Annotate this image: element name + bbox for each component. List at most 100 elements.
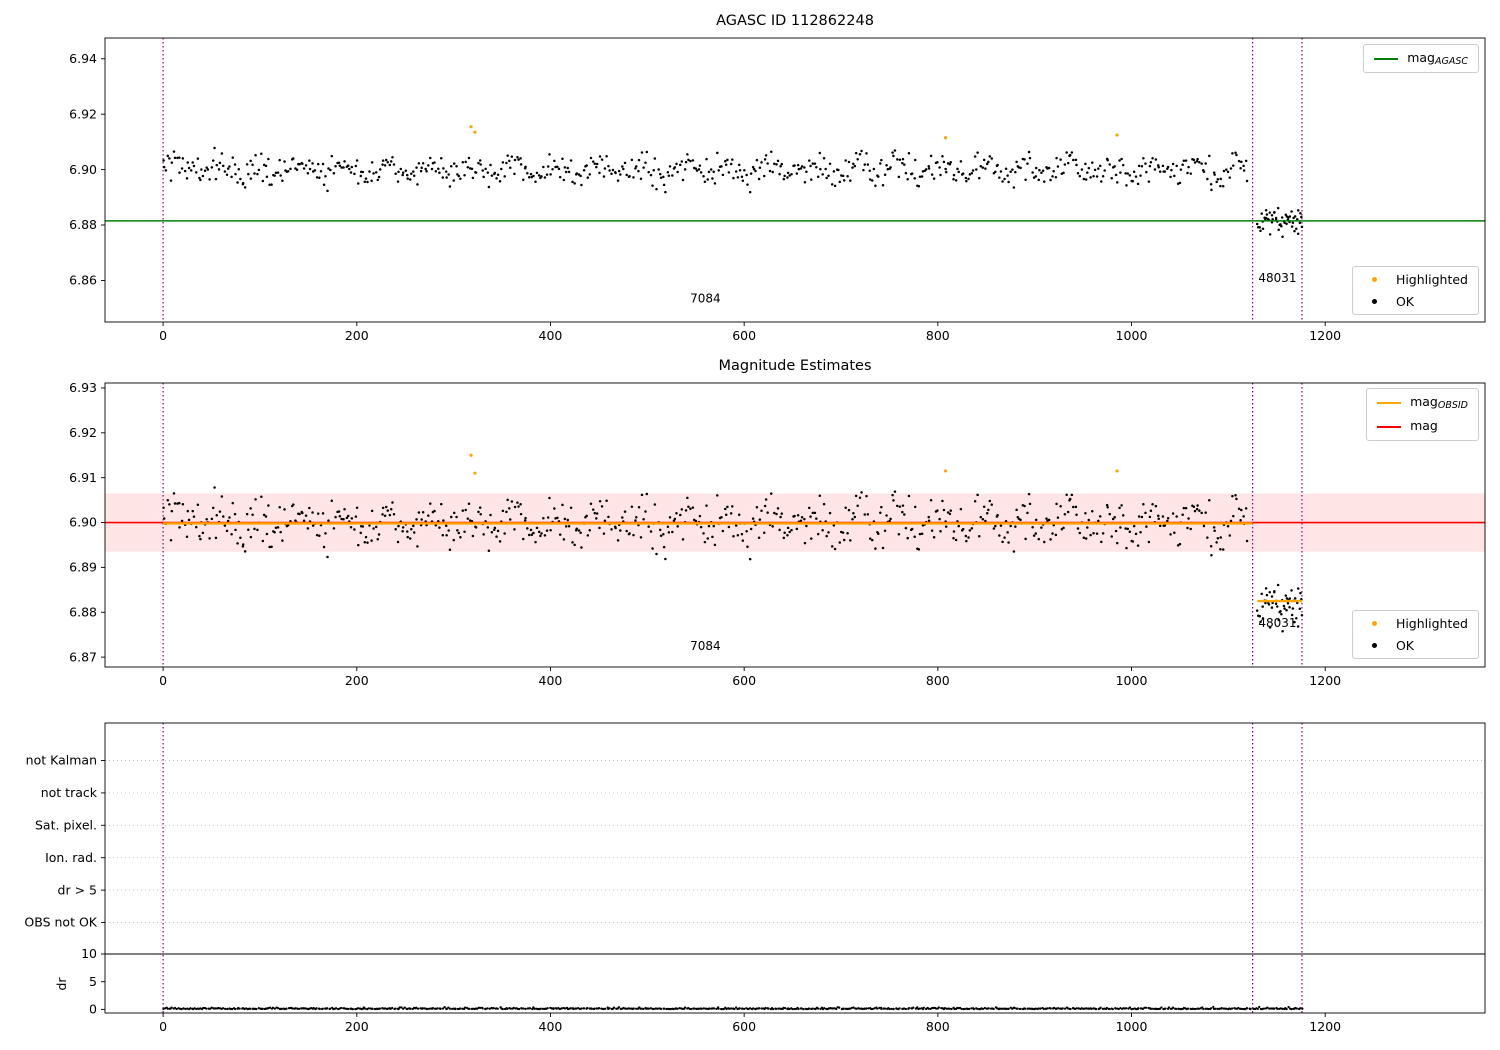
ok-point bbox=[810, 178, 813, 181]
ok-point bbox=[952, 530, 956, 533]
dr-point bbox=[867, 1007, 870, 1010]
dr-point bbox=[996, 1007, 999, 1010]
ok-point bbox=[301, 162, 304, 165]
ok-point bbox=[348, 167, 351, 171]
ok-point bbox=[729, 162, 733, 166]
ok-point bbox=[1128, 174, 1132, 177]
ok-point bbox=[634, 519, 637, 522]
ok-point bbox=[377, 533, 381, 536]
axes-frame bbox=[104, 37, 1486, 323]
ok-point bbox=[723, 507, 727, 511]
dr-point bbox=[981, 1007, 985, 1010]
ok-point bbox=[1149, 161, 1153, 164]
ok-point bbox=[1237, 159, 1241, 163]
dr-point bbox=[1039, 1007, 1042, 1010]
ok-point bbox=[456, 529, 459, 532]
ok-point bbox=[645, 492, 649, 496]
ok-point bbox=[1187, 165, 1190, 169]
ok-point bbox=[226, 167, 230, 170]
dr-point bbox=[221, 1007, 225, 1010]
ok-point bbox=[394, 172, 397, 176]
ok-point bbox=[1131, 540, 1135, 543]
ok-point bbox=[1221, 185, 1225, 188]
ok-point bbox=[910, 527, 914, 531]
ok-point bbox=[181, 157, 185, 160]
ok-point bbox=[1293, 229, 1296, 233]
ok-point bbox=[1031, 525, 1034, 529]
ok-point bbox=[1279, 610, 1282, 613]
ok-point bbox=[1134, 532, 1138, 536]
ok-point bbox=[616, 539, 620, 542]
ok-point bbox=[1285, 222, 1288, 226]
ok-point bbox=[930, 173, 934, 176]
ok-point bbox=[378, 168, 382, 171]
ok-point bbox=[1001, 540, 1004, 544]
ok-point bbox=[762, 174, 766, 178]
dr-point bbox=[890, 1007, 893, 1011]
y-tick-label: 6.86 bbox=[69, 273, 97, 288]
ok-point bbox=[342, 166, 345, 169]
ok-label: OK bbox=[1395, 294, 1414, 309]
ok-point bbox=[1031, 171, 1034, 174]
dr-point bbox=[950, 1007, 953, 1011]
ok-point bbox=[913, 535, 916, 539]
highlighted-point bbox=[943, 469, 948, 473]
ok-point bbox=[868, 169, 871, 172]
ok-point bbox=[653, 503, 657, 506]
highlighted-points bbox=[469, 453, 1119, 475]
ok-point bbox=[1153, 168, 1157, 171]
dr-tick-label: 5 bbox=[89, 974, 97, 989]
ok-point bbox=[419, 169, 423, 173]
ok-point bbox=[545, 173, 549, 176]
ok-point bbox=[901, 510, 904, 514]
ok-point bbox=[1228, 534, 1232, 537]
ok-point bbox=[308, 159, 311, 162]
ok-point bbox=[200, 168, 203, 171]
ok-point bbox=[1139, 530, 1142, 534]
dr-point bbox=[904, 1007, 908, 1011]
ok-point bbox=[226, 519, 230, 523]
ok-point bbox=[241, 543, 245, 546]
dr-point bbox=[850, 1006, 853, 1010]
ok-point bbox=[185, 177, 189, 180]
ok-point bbox=[1080, 168, 1084, 171]
ok-point bbox=[183, 169, 187, 173]
ok-point bbox=[815, 165, 818, 169]
dr-point bbox=[189, 1007, 192, 1010]
ok-point bbox=[998, 176, 1001, 179]
ok-point bbox=[452, 179, 456, 182]
ok-point bbox=[474, 171, 478, 174]
dr-point bbox=[1287, 1005, 1290, 1009]
dr-point bbox=[1214, 1007, 1217, 1010]
ok-point bbox=[920, 175, 924, 178]
ok-point bbox=[1078, 531, 1082, 535]
ok-point bbox=[556, 165, 559, 169]
ok-point bbox=[938, 166, 941, 169]
ok-point bbox=[1027, 150, 1031, 154]
ok-point bbox=[1034, 518, 1038, 522]
ok-point bbox=[273, 174, 276, 177]
ok-point bbox=[779, 515, 782, 519]
ok-point bbox=[1132, 524, 1136, 528]
ok-point bbox=[954, 538, 958, 542]
ok-point bbox=[644, 161, 647, 165]
ok-point bbox=[350, 517, 354, 520]
ok-point bbox=[370, 509, 374, 513]
ok-point bbox=[247, 528, 250, 532]
ok-point bbox=[1015, 160, 1018, 164]
ok-point bbox=[257, 168, 261, 172]
ok-point bbox=[1215, 541, 1218, 544]
ok-point bbox=[1265, 593, 1269, 597]
dr-point bbox=[1111, 1007, 1114, 1011]
ok-point bbox=[466, 517, 470, 520]
ok-point bbox=[459, 536, 462, 539]
legend-entry-mag: mag bbox=[1377, 418, 1468, 435]
ok-point bbox=[651, 184, 654, 187]
ok-point bbox=[770, 492, 773, 495]
ok-point bbox=[1128, 530, 1132, 534]
dr-point bbox=[898, 1007, 901, 1010]
ok-point bbox=[591, 508, 595, 511]
ok-point bbox=[815, 517, 818, 520]
ok-point bbox=[783, 531, 786, 535]
